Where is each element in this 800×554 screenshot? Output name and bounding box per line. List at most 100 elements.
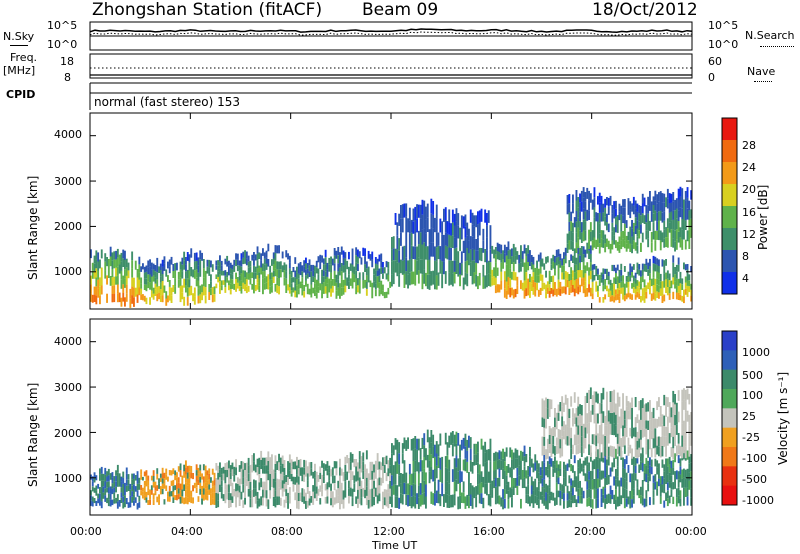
velocity-cells-cell — [288, 487, 291, 496]
power-cells-cell — [355, 286, 358, 295]
velocity-cells-cell — [681, 412, 684, 424]
mhz-label: [MHz] — [3, 64, 36, 77]
power-cells-cell — [466, 222, 469, 236]
power-cells-cell — [124, 250, 126, 260]
power-cells-cell — [498, 252, 501, 261]
velocity-cells-cell — [299, 459, 302, 468]
velocity-cells-cell — [238, 465, 241, 472]
power-cells-cell — [365, 275, 368, 282]
velocity-cells-cell — [625, 472, 628, 482]
velocity-cells-cell — [242, 469, 245, 478]
velocity-cells-cell — [620, 438, 623, 448]
velocity-cells-cell — [308, 469, 311, 477]
power-cells-cell — [588, 229, 590, 240]
power-cells-cell — [450, 272, 452, 285]
power-cells-cell — [382, 273, 384, 279]
power-cells-cell — [385, 291, 388, 298]
velocity-cells-cell — [620, 447, 623, 458]
power-cells-cell — [159, 282, 162, 290]
velocity-cells-cell — [500, 451, 503, 461]
velocity-cells-cell — [152, 499, 155, 505]
power-cells-cell — [109, 276, 112, 286]
velocity-cells-cell — [460, 439, 463, 451]
power-cells-cell — [593, 227, 596, 238]
power-cells-cell — [611, 222, 614, 232]
power-cells-cell — [213, 286, 216, 295]
velocity-cells-cell — [398, 475, 401, 487]
power-cells-cell — [656, 194, 659, 204]
power-cells-cell — [107, 259, 110, 269]
power-cells-cell — [443, 234, 445, 248]
power-cells-cell — [572, 222, 574, 233]
power-cells-cell — [598, 274, 601, 281]
velocity-cells-cell — [606, 448, 608, 460]
power-cells-cell — [636, 280, 639, 286]
power-cells-cell — [425, 206, 427, 220]
velocity-cells-cell — [423, 492, 426, 505]
velocity-cells-cell — [641, 398, 644, 409]
velocity-cells-cell — [593, 479, 596, 489]
power-cells-cell — [416, 260, 418, 275]
power-cells-cell — [588, 250, 590, 259]
power-cells-cell — [518, 254, 521, 264]
velocity-cells-cell — [568, 436, 571, 446]
velocity-cells-cell — [301, 474, 304, 482]
velocity-cells-cell — [405, 494, 408, 506]
velocity-cells-cell — [652, 482, 655, 491]
power-cells-cell — [647, 282, 650, 290]
velocity-cells-cell — [555, 421, 558, 430]
velocity-cells-cell — [260, 450, 263, 460]
velocity-cells-cell — [688, 481, 691, 490]
velocity-cells-cell — [640, 400, 642, 410]
power-cells-cell — [607, 197, 610, 207]
beam-title: Beam 09 — [362, 0, 439, 20]
velocity-cells-cell — [276, 478, 279, 488]
power-cells-cell — [451, 235, 454, 248]
power-cells-cell — [475, 262, 478, 275]
velocity-cells-cell — [607, 410, 610, 422]
velocity-cells-cell — [392, 465, 395, 475]
power-cells-cell — [672, 229, 675, 239]
power-cells-cell — [355, 255, 358, 263]
velocity-cells-cell — [93, 498, 96, 504]
power-cells-cell — [253, 279, 255, 287]
power-cells-cell — [91, 294, 94, 303]
power-cells-cell — [419, 246, 422, 260]
power-cells-cell — [245, 286, 248, 294]
power-cells-cell — [455, 260, 458, 274]
power-cells-cell — [625, 276, 628, 282]
velocity-cells-cell — [677, 495, 680, 504]
velocity-cells-cell — [494, 495, 497, 505]
power-cells-cell — [224, 258, 227, 265]
power-cells-cell — [314, 277, 316, 284]
power-cells-cell — [568, 288, 571, 295]
power-cells-cell — [376, 264, 379, 271]
freq-tick-18: 18 — [60, 55, 74, 68]
velocity-cells-cell — [446, 455, 449, 469]
power-cells-cell — [475, 215, 478, 228]
velocity-cells-cell — [629, 499, 632, 509]
velocity-cells-cell — [654, 481, 657, 490]
velocity-cells-cell — [597, 393, 599, 404]
power-cells-cell — [600, 272, 603, 278]
power-cells-cell — [570, 280, 573, 287]
velocity-cells-cell — [600, 488, 603, 498]
power-cells-cell — [473, 226, 476, 239]
velocity-cells-cell — [258, 457, 261, 466]
velocity-cells-cell — [541, 398, 544, 408]
velocity-cells-cell — [107, 475, 110, 482]
power-cells-cell — [591, 199, 594, 210]
velocity-cells-cell — [545, 483, 547, 493]
velocity-cells-cell — [265, 490, 268, 499]
power-cells-cell — [321, 269, 323, 277]
velocity-cells-cell — [659, 483, 662, 490]
velocity-cells-cell — [597, 478, 599, 489]
power-cells-cell — [654, 210, 657, 221]
power-cells-cell — [271, 272, 273, 280]
velocity-cells-cell — [677, 390, 680, 401]
power-cells-cell — [106, 293, 108, 303]
power-cells-cell — [262, 263, 264, 272]
velocity-cells-cell — [631, 407, 633, 418]
power-cells-cell — [434, 260, 436, 275]
velocity-cells-cell — [357, 462, 359, 472]
